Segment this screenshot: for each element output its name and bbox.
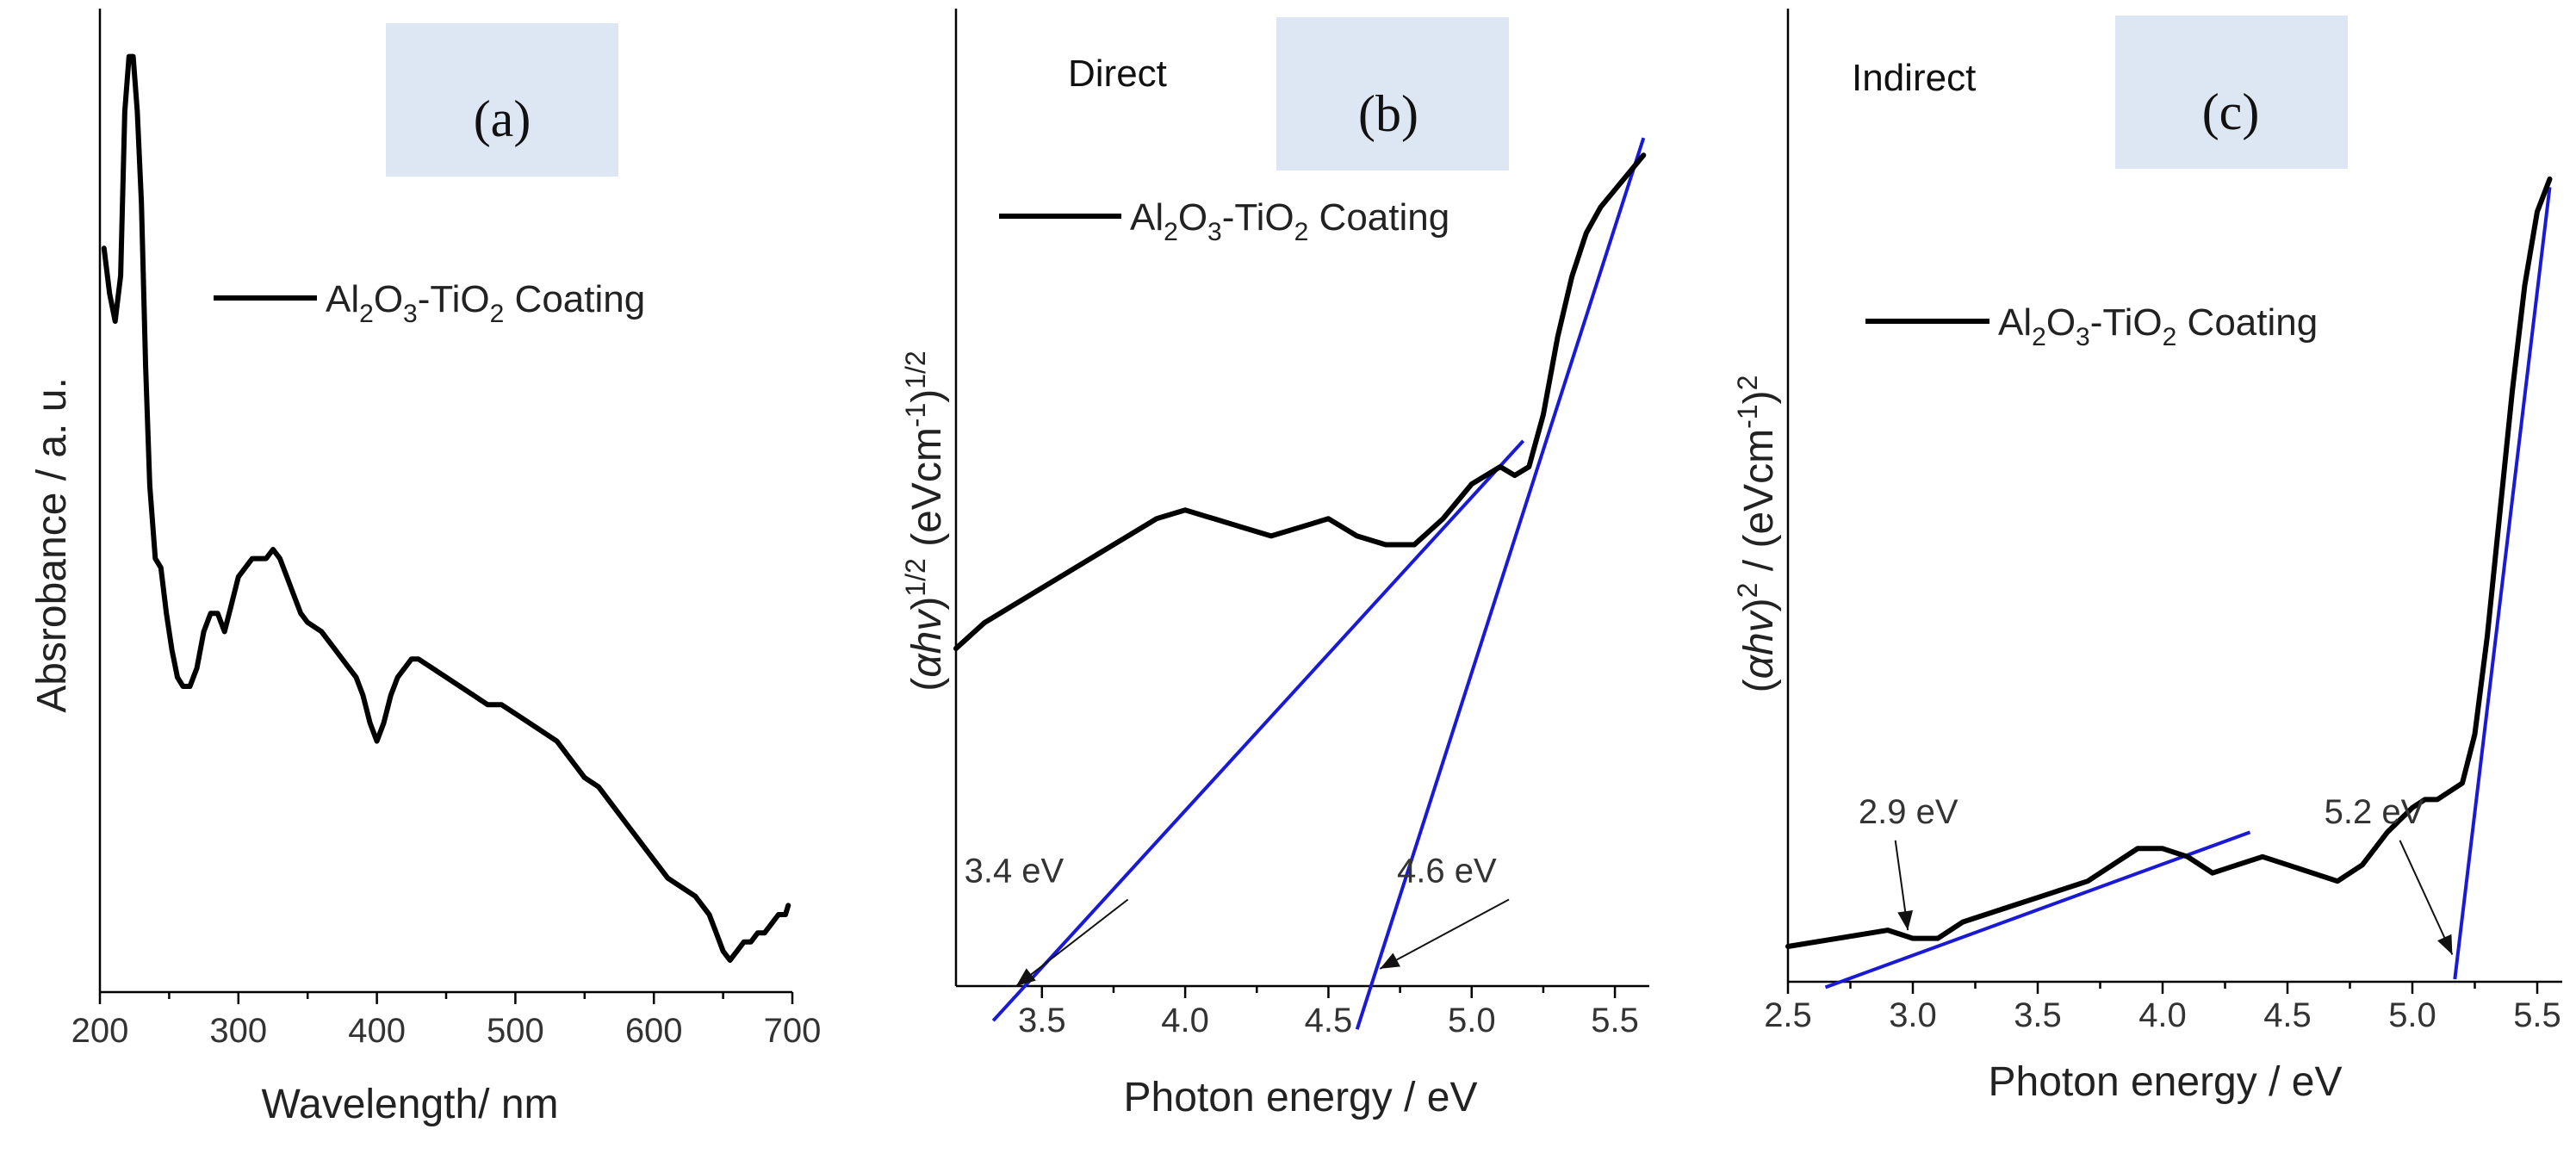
panel-c-annotation-arrow: [2399, 840, 2454, 955]
panel-b-direct-chart: (b) Direct (αhv)1/2 (eVcm-1)1/2 Photon e…: [900, 9, 1649, 1120]
panel-b-annotation-label: 3.4 eV: [965, 853, 1065, 890]
panel-a-legend: Al2O3-TiO2 Coating: [214, 278, 645, 328]
panel-a-absorbance-chart: (a) Absrobance / a. u. Wavelength/ nm Al…: [29, 9, 821, 1127]
panel-a-x-axis-title: Wavelength/ nm: [261, 1082, 558, 1127]
panel-b-legend: Al2O3-TiO2 Coating: [999, 196, 1449, 246]
panel-c-linear-fit-line: [2453, 187, 2552, 980]
panel-a-x-tick-label: 200: [71, 1012, 129, 1050]
panel-b-linear-fit-line: [991, 439, 1525, 1022]
panel-a-series-line: [101, 53, 791, 963]
panel-a-x-tick-label: 300: [209, 1012, 267, 1050]
panel-c-label: (c): [2202, 84, 2260, 140]
panel-c-linear-fit-line: [1824, 830, 2251, 990]
panel-c-x-tick-label: 4.5: [2263, 996, 2312, 1034]
panel-c-legend-label: Al2O3-TiO2 Coating: [1998, 301, 2318, 351]
panel-b-y-axis-title: (αhv)1/2 (eVcm-1)1/2: [900, 351, 950, 691]
panel-b-annotation-arrowhead: [1015, 968, 1036, 986]
panel-b-type-label: Direct: [1068, 53, 1167, 95]
panel-a-x-tick-label: 500: [487, 1012, 544, 1050]
panel-c-x-tick-label: 4.0: [2138, 996, 2187, 1034]
panel-a-legend-label: Al2O3-TiO2 Coating: [326, 278, 645, 328]
panel-b-x-tick-label: 4.5: [1305, 1002, 1353, 1039]
panel-a-x-tick-label: 400: [348, 1012, 406, 1050]
panel-c-annotation-arrowhead: [2437, 934, 2453, 955]
panel-c-y-axis-title: (αhv)2 / (eVcm-1)2: [1732, 375, 1782, 693]
panel-c-annotation-label: 5.2 eV: [2325, 793, 2424, 831]
panel-c-type-label: Indirect: [1852, 57, 1976, 99]
panel-b-series-line: [953, 152, 1647, 651]
panel-b-annotation-arrowhead: [1380, 952, 1400, 969]
panel-b-label-box: [1276, 17, 1509, 171]
panel-c-label-box: [2115, 16, 2348, 169]
panel-b-annotation-arrow: [1379, 898, 1510, 970]
panel-b-label: (b): [1358, 85, 1418, 142]
panel-b-x-tick-label: 5.5: [1591, 1002, 1639, 1039]
panel-b-x-tick-label: 4.0: [1161, 1002, 1209, 1039]
panel-b-annotation-label: 4.6 eV: [1397, 853, 1497, 890]
panel-c-annotation-label: 2.9 eV: [1859, 793, 1958, 831]
panel-b-legend-label: Al2O3-TiO2 Coating: [1130, 196, 1449, 246]
panel-b-linear-fit-line: [1355, 137, 1646, 1030]
panel-a-label: (a): [474, 90, 531, 147]
panel-a-x-tick-label: 700: [764, 1012, 822, 1050]
panel-b-x-tick-label: 5.0: [1448, 1002, 1496, 1039]
panel-c-x-tick-label: 3.0: [1889, 996, 1937, 1034]
panel-a-x-tick-label: 600: [625, 1012, 683, 1050]
panel-c-x-axis-title: Photon energy / eV: [1989, 1059, 2343, 1105]
panel-c-indirect-chart: (c) Indirect (αhv)2 / (eVcm-1)2 Photon e…: [1732, 9, 2562, 1105]
panel-c-x-tick-label: 5.0: [2388, 996, 2436, 1034]
panel-c-x-tick-label: 3.5: [2014, 996, 2062, 1034]
panel-c-annotation-arrowhead: [1897, 910, 1914, 931]
panel-b-x-axis-title: Photon energy / eV: [1124, 1075, 1478, 1120]
panel-c-x-tick-label: 2.5: [1764, 996, 1812, 1034]
panel-a-y-axis-title: Absrobance / a. u.: [29, 377, 75, 713]
panel-c-legend: Al2O3-TiO2 Coating: [1865, 301, 2318, 351]
panel-b-annotation-arrow: [1015, 898, 1129, 987]
panel-a-label-box: [386, 23, 618, 177]
panel-c-x-tick-label: 5.5: [2513, 996, 2561, 1034]
panel-b-x-tick-label: 3.5: [1018, 1002, 1066, 1039]
panel-c-series-line: [1785, 176, 2553, 949]
